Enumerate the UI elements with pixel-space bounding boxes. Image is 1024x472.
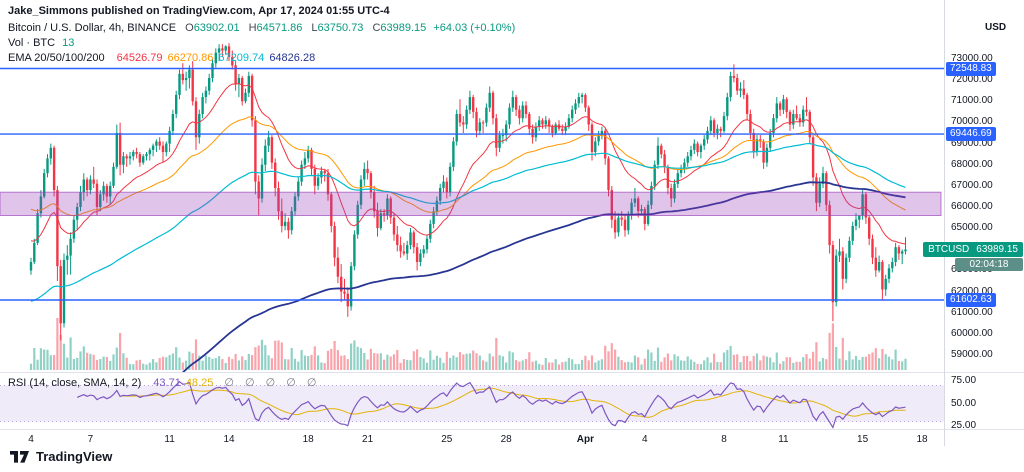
- rsi-values: 43.71 48.25: [148, 377, 213, 389]
- ema-value: 67209.74: [218, 52, 265, 64]
- ema-20-line[interactable]: [30, 82, 906, 245]
- time-axis-label: 8: [721, 434, 727, 445]
- price-line-label: 69446.69: [946, 127, 996, 142]
- price-tick-label: 65000.00: [951, 222, 993, 234]
- rsi-value: 48.25: [185, 377, 214, 389]
- time-axis-label: 11: [778, 434, 789, 445]
- ohlc-close: C63989.15: [372, 22, 427, 34]
- time-axis-label: 7: [87, 434, 94, 445]
- ohlc-open: O63902.01: [185, 22, 240, 34]
- price-tick-label: 70000.00: [951, 116, 993, 128]
- symbol-legend-row: Bitcoin / U.S. Dollar, 4h, BINANCE O6390…: [8, 22, 515, 34]
- time-axis-label: 28: [500, 434, 512, 445]
- time-axis-label: 14: [223, 434, 235, 445]
- time-axis-label: 18: [302, 434, 314, 445]
- rsi-pane: [0, 380, 944, 429]
- ema-value: 64526.79: [116, 52, 163, 64]
- rsi-tick-label: 75.00: [951, 375, 977, 386]
- time-axis-label: 4: [642, 434, 648, 445]
- rsi-indicator-title[interactable]: RSI (14, close, SMA, 14, 2): [8, 377, 142, 389]
- price-tick-label: 60000.00: [951, 327, 993, 339]
- ema-values: 64526.79 66270.86 67209.74 64826.28: [112, 52, 316, 64]
- current-price-badge: BTCUSD 63989.15: [923, 241, 1023, 257]
- ema-50-line[interactable]: [30, 116, 906, 217]
- ema-legend-row: EMA 20/50/100/200 64526.79 66270.86 67209.…: [8, 52, 315, 64]
- price-tick-label: 62000.00: [951, 285, 993, 297]
- rsi-empty-values: ∅ ∅ ∅ ∅ ∅: [224, 377, 321, 389]
- time-axis-label: 25: [441, 434, 453, 445]
- ema-100-line[interactable]: [30, 142, 906, 302]
- rsi-tick-label: 25.00: [951, 420, 977, 431]
- highlight-zone[interactable]: [0, 191, 942, 216]
- volume-bars: [29, 318, 907, 370]
- ema-200-line[interactable]: [31, 181, 906, 472]
- footer: TradingView: [10, 449, 112, 464]
- time-axis-label: Apr: [576, 434, 595, 445]
- volume-legend-row: Vol · BTC 13: [8, 37, 74, 49]
- price-tick-label: 68000.00: [951, 158, 993, 170]
- time-axis-label: 4: [28, 434, 34, 445]
- price-tick-label: 72000.00: [951, 74, 993, 86]
- symbol-title[interactable]: Bitcoin / U.S. Dollar, 4h, BINANCE: [8, 22, 177, 34]
- ema-value: 64826.28: [269, 52, 316, 64]
- rsi-ma-line[interactable]: [120, 387, 906, 418]
- price-tick-label: 71000.00: [951, 95, 993, 107]
- price-change: +64.03 (+0.10%): [433, 22, 516, 34]
- volume-indicator-title[interactable]: Vol · BTC: [8, 37, 56, 49]
- rsi-legend-row: RSI (14, close, SMA, 14, 2) 43.71 48.25 ∅…: [8, 376, 320, 389]
- price-tick-label: 73000.00: [951, 53, 993, 64]
- rsi-line[interactable]: [76, 380, 906, 429]
- price-tick-label: 67000.00: [951, 179, 993, 191]
- ema-value: 66270.86: [167, 52, 214, 64]
- price-tick-label: 69000.00: [951, 137, 993, 149]
- volume-value: 13: [62, 37, 75, 49]
- price-scale[interactable]: USD BTCUSD 63989.15 02:04:18 73000.00 720…: [923, 0, 1024, 446]
- time-axis-label: 15: [857, 434, 869, 445]
- rsi-tick-label: 50.00: [951, 397, 977, 409]
- time-axis[interactable]: 4 7 11 14 18 21 25 28 Apr 4 8 11 15 18: [0, 430, 944, 448]
- ohlc-high: H64571.86: [248, 22, 303, 34]
- price-scale-currency: USD: [985, 22, 1007, 33]
- tradingview-logo-text[interactable]: TradingView: [36, 449, 113, 464]
- ema-indicator-title[interactable]: EMA 20/50/100/200: [8, 52, 105, 64]
- price-line-label: 72548.83: [946, 61, 996, 76]
- main-pane: [0, 43, 942, 472]
- price-tick-label: 66000.00: [951, 200, 993, 212]
- time-axis-label: 18: [916, 434, 928, 445]
- price-line-label: 61602.63: [946, 292, 996, 307]
- badge-price: 63989.15: [976, 243, 1018, 255]
- badge-symbol: BTCUSD: [928, 243, 970, 255]
- rsi-value: 43.71: [153, 377, 181, 389]
- price-tick-label: 59000.00: [951, 348, 993, 360]
- ohlc-low: L63750.73: [311, 22, 364, 34]
- candles-series: [29, 43, 907, 341]
- attribution-text: Jake_Simmons published on TradingView.co…: [8, 5, 390, 17]
- time-axis-label: 21: [362, 434, 374, 445]
- tradingview-logo-icon[interactable]: [10, 450, 30, 464]
- candle-countdown: 02:04:18: [955, 257, 1023, 271]
- time-axis-label: 11: [164, 434, 175, 445]
- price-tick-label: 61000.00: [951, 306, 993, 318]
